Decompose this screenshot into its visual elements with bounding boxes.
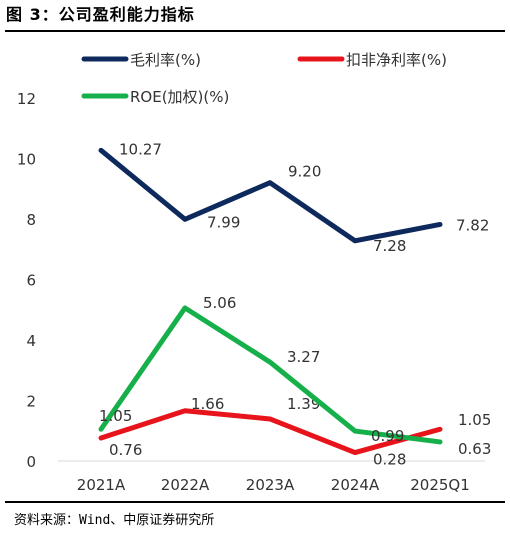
data-label: 0.76 [109, 441, 142, 459]
figure-title: 图 3：公司盈利能力指标 [6, 5, 195, 24]
y-tick-label: 12 [17, 90, 36, 108]
y-tick-label: 6 [26, 272, 36, 290]
line-chart: 0 2 4 6 8 10 12 2021A 2022A 2023A 2024A 2025Q1 毛利率(%… [17, 51, 492, 494]
legend-label: 毛利率(%) [130, 51, 201, 69]
legend-label: ROE(加权)(%) [130, 88, 229, 106]
series-line [98, 147, 443, 244]
data-label: 10.27 [119, 140, 162, 158]
data-label: 7.82 [456, 216, 489, 234]
data-label: 5.06 [203, 294, 236, 312]
y-tick-label: 0 [26, 453, 36, 471]
data-label: 7.99 [207, 213, 240, 231]
data-label: 1.39 [287, 395, 320, 413]
x-tick-label: 2021A [77, 476, 126, 494]
data-label: 0.63 [458, 440, 491, 458]
data-label: 0.28 [373, 451, 406, 469]
legend-label: 扣非净利率(%) [346, 51, 447, 69]
data-label: 1.05 [458, 411, 491, 429]
data-label: 1.66 [191, 395, 224, 413]
data-label: 7.28 [373, 237, 406, 255]
y-tick-label: 8 [26, 211, 36, 229]
x-tick-label: 2025Q1 [410, 476, 470, 494]
x-tick-label: 2022A [161, 476, 210, 494]
data-label: 0.99 [371, 427, 404, 445]
data-label: 3.27 [287, 348, 320, 366]
source-note: 资料来源：Wind、中原证券研究所 [14, 513, 215, 528]
y-tick-label: 2 [26, 393, 36, 411]
y-tick-label: 4 [26, 332, 36, 350]
y-tick-label: 10 [17, 151, 36, 169]
x-tick-label: 2023A [246, 476, 295, 494]
bottom-rule [5, 501, 505, 503]
x-tick-label: 2024A [331, 476, 380, 494]
top-rule [5, 30, 505, 32]
data-label: 9.20 [288, 163, 321, 181]
data-label: 1.05 [99, 407, 132, 425]
